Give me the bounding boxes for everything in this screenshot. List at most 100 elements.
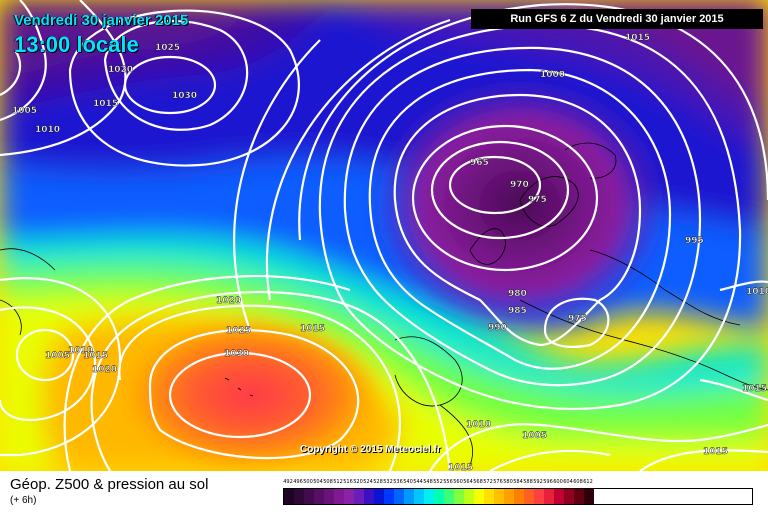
isobar-label: 985 bbox=[508, 306, 527, 316]
legend-value: 572 bbox=[483, 479, 493, 485]
legend-swatch bbox=[324, 489, 334, 504]
legend-swatch bbox=[354, 489, 364, 504]
legend-swatch bbox=[374, 489, 384, 504]
isobar-label: 975 bbox=[568, 314, 587, 324]
legend-value: 544 bbox=[413, 479, 423, 485]
low-pressure-core bbox=[370, 75, 670, 335]
legend-swatch bbox=[424, 489, 434, 504]
legend-value: 612 bbox=[583, 479, 593, 485]
legend-value: 516 bbox=[343, 479, 353, 485]
variable-label: Géop. Z500 & pression au sol bbox=[10, 476, 209, 493]
forecast-step-label: (+ 6h) bbox=[10, 495, 37, 506]
legend-swatch bbox=[544, 489, 554, 504]
isobar-label: 1030 bbox=[172, 91, 197, 101]
legend-value: 600 bbox=[553, 479, 563, 485]
legend-swatch bbox=[334, 489, 344, 504]
isobar-label: 1030 bbox=[224, 349, 249, 359]
legend-value: 524 bbox=[363, 479, 373, 485]
weather-map: 1025 1020 1030 1005 1015 1010 1015 1000 … bbox=[0, 0, 768, 471]
isobar-label: 1005 bbox=[45, 351, 70, 361]
coastlines bbox=[0, 142, 768, 466]
legend-value: 584 bbox=[513, 479, 523, 485]
isobar-label: 990 bbox=[488, 323, 507, 333]
forecast-time: 13:00 locale bbox=[14, 32, 139, 57]
legend-swatch bbox=[444, 489, 454, 504]
legend-value: 552 bbox=[433, 479, 443, 485]
legend-swatch bbox=[394, 489, 404, 504]
legend-swatch bbox=[574, 489, 584, 504]
legend-swatch bbox=[484, 489, 494, 504]
isobar-label: 1010 bbox=[746, 287, 768, 297]
footer-bar: Géop. Z500 & pression au sol (+ 6h) 492 4… bbox=[0, 471, 768, 512]
isobar-label: 1015 bbox=[625, 33, 650, 43]
isobar-label: 980 bbox=[508, 289, 527, 299]
isobar-label: 1015 bbox=[83, 351, 108, 361]
legend-swatch bbox=[534, 489, 544, 504]
legend-value: 564 bbox=[463, 479, 473, 485]
legend-swatch bbox=[524, 489, 534, 504]
isobar-label: 1005 bbox=[12, 106, 37, 116]
legend-value: 504 bbox=[313, 479, 323, 485]
isobar-label: 1025 bbox=[226, 326, 251, 336]
legend-value: 520 bbox=[353, 479, 363, 485]
legend-colorbar bbox=[283, 488, 753, 505]
isobar-label: 1015 bbox=[300, 324, 325, 334]
legend-swatch bbox=[294, 489, 304, 504]
legend-value: 540 bbox=[403, 479, 413, 485]
legend-swatch bbox=[474, 489, 484, 504]
isobar-label: 1010 bbox=[466, 420, 491, 430]
legend-swatch bbox=[454, 489, 464, 504]
model-run-label: Run GFS 6 Z du Vendredi 30 janvier 2015 bbox=[471, 9, 763, 29]
isobar-label: 1000 bbox=[540, 70, 565, 80]
legend-value: 532 bbox=[383, 479, 393, 485]
legend-swatch bbox=[514, 489, 524, 504]
legend-value: 492 bbox=[283, 479, 293, 485]
legend-value: 496 bbox=[293, 479, 303, 485]
isobar-labels: 1025 1020 1030 1005 1015 1010 1015 1000 … bbox=[12, 33, 768, 471]
legend-value: 508 bbox=[323, 479, 333, 485]
isobar-label: 1010 bbox=[35, 125, 60, 135]
isobar-label: 1015 bbox=[703, 447, 728, 457]
legend-swatch bbox=[464, 489, 474, 504]
legend-value: 588 bbox=[523, 479, 533, 485]
legend-value: 604 bbox=[563, 479, 573, 485]
legend-swatch bbox=[494, 489, 504, 504]
map-canvas: 1025 1020 1030 1005 1015 1010 1015 1000 … bbox=[0, 0, 768, 471]
isobar-label: 970 bbox=[510, 180, 529, 190]
isobar-label: 1020 bbox=[216, 296, 241, 306]
legend-swatch bbox=[304, 489, 314, 504]
legend-value: 608 bbox=[573, 479, 583, 485]
isobar-label: 975 bbox=[528, 195, 547, 205]
isobars bbox=[0, 0, 768, 471]
legend-swatch bbox=[364, 489, 374, 504]
legend-value: 536 bbox=[393, 479, 403, 485]
legend-value: 512 bbox=[333, 479, 343, 485]
legend-value: 576 bbox=[493, 479, 503, 485]
legend-value: 568 bbox=[473, 479, 483, 485]
legend-value: 548 bbox=[423, 479, 433, 485]
isobar-label: 1015 bbox=[448, 463, 473, 471]
legend-value: 580 bbox=[503, 479, 513, 485]
legend-value: 556 bbox=[443, 479, 453, 485]
isobar-label: 1015 bbox=[93, 99, 118, 109]
legend-swatch bbox=[504, 489, 514, 504]
legend-swatch bbox=[564, 489, 574, 504]
legend-swatch bbox=[314, 489, 324, 504]
isobar-label: 1025 bbox=[155, 43, 180, 53]
color-legend: 492 496 500 504 508 512 516 520 524 528 532 536 540 5… bbox=[283, 479, 753, 509]
legend-swatch bbox=[434, 489, 444, 504]
legend-swatch bbox=[284, 489, 294, 504]
legend-swatch bbox=[344, 489, 354, 504]
isobar-label: 1020 bbox=[92, 365, 117, 375]
legend-value: 560 bbox=[453, 479, 463, 485]
copyright-text: Copyright © 2015 Meteociel.fr bbox=[300, 444, 441, 455]
legend-value: 596 bbox=[543, 479, 553, 485]
legend-labels: 492 496 500 504 508 512 516 520 524 528 532 536 540 5… bbox=[283, 479, 753, 485]
isobar-label: 1020 bbox=[108, 65, 133, 75]
isobar-label: 965 bbox=[470, 158, 489, 168]
legend-value: 592 bbox=[533, 479, 543, 485]
legend-swatch bbox=[554, 489, 564, 504]
forecast-date: Vendredi 30 janvier 2015 bbox=[14, 12, 189, 29]
legend-swatch bbox=[584, 489, 594, 504]
legend-swatch bbox=[414, 489, 424, 504]
